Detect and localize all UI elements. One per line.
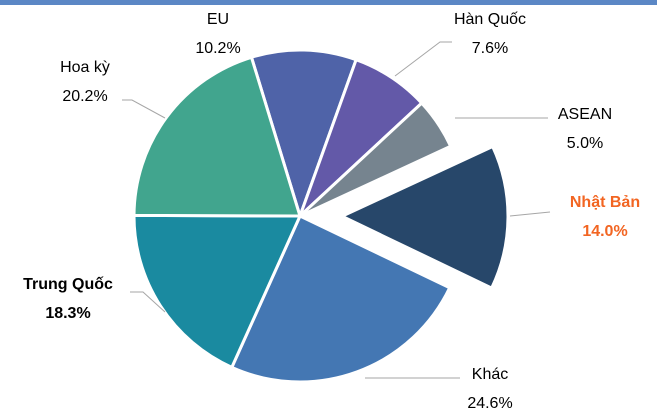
leader-line — [509, 211, 551, 217]
slice-value-label: 5.0% — [567, 135, 603, 152]
leader-line — [122, 99, 166, 119]
slice-label: Trung Quốc — [23, 276, 113, 293]
pie-slice — [229, 213, 452, 384]
pie-slice — [132, 55, 303, 218]
slice-value-label: 14.0% — [582, 223, 627, 240]
slice-label: Hàn Quốc — [454, 11, 526, 28]
leader-line — [130, 291, 166, 313]
slice-value-label: 18.3% — [45, 305, 90, 322]
pie-slice — [132, 213, 303, 370]
pie-slice — [298, 100, 453, 218]
slice-label: ASEAN — [558, 106, 612, 123]
slice-label: Khác — [472, 366, 508, 383]
slice-label: Nhật Bản — [570, 194, 640, 211]
slice-value-label: 10.2% — [195, 40, 240, 57]
slice-label: EU — [207, 11, 229, 28]
pie-slice — [249, 48, 359, 221]
top-border — [0, 0, 657, 5]
slice-value-label: 20.2% — [62, 88, 107, 105]
slice-value-label: 7.6% — [472, 40, 508, 57]
leader-line — [394, 41, 452, 77]
slice-label: Hoa kỳ — [60, 59, 110, 76]
slice-value-label: 24.6% — [467, 395, 512, 411]
pie-slice — [338, 144, 510, 291]
